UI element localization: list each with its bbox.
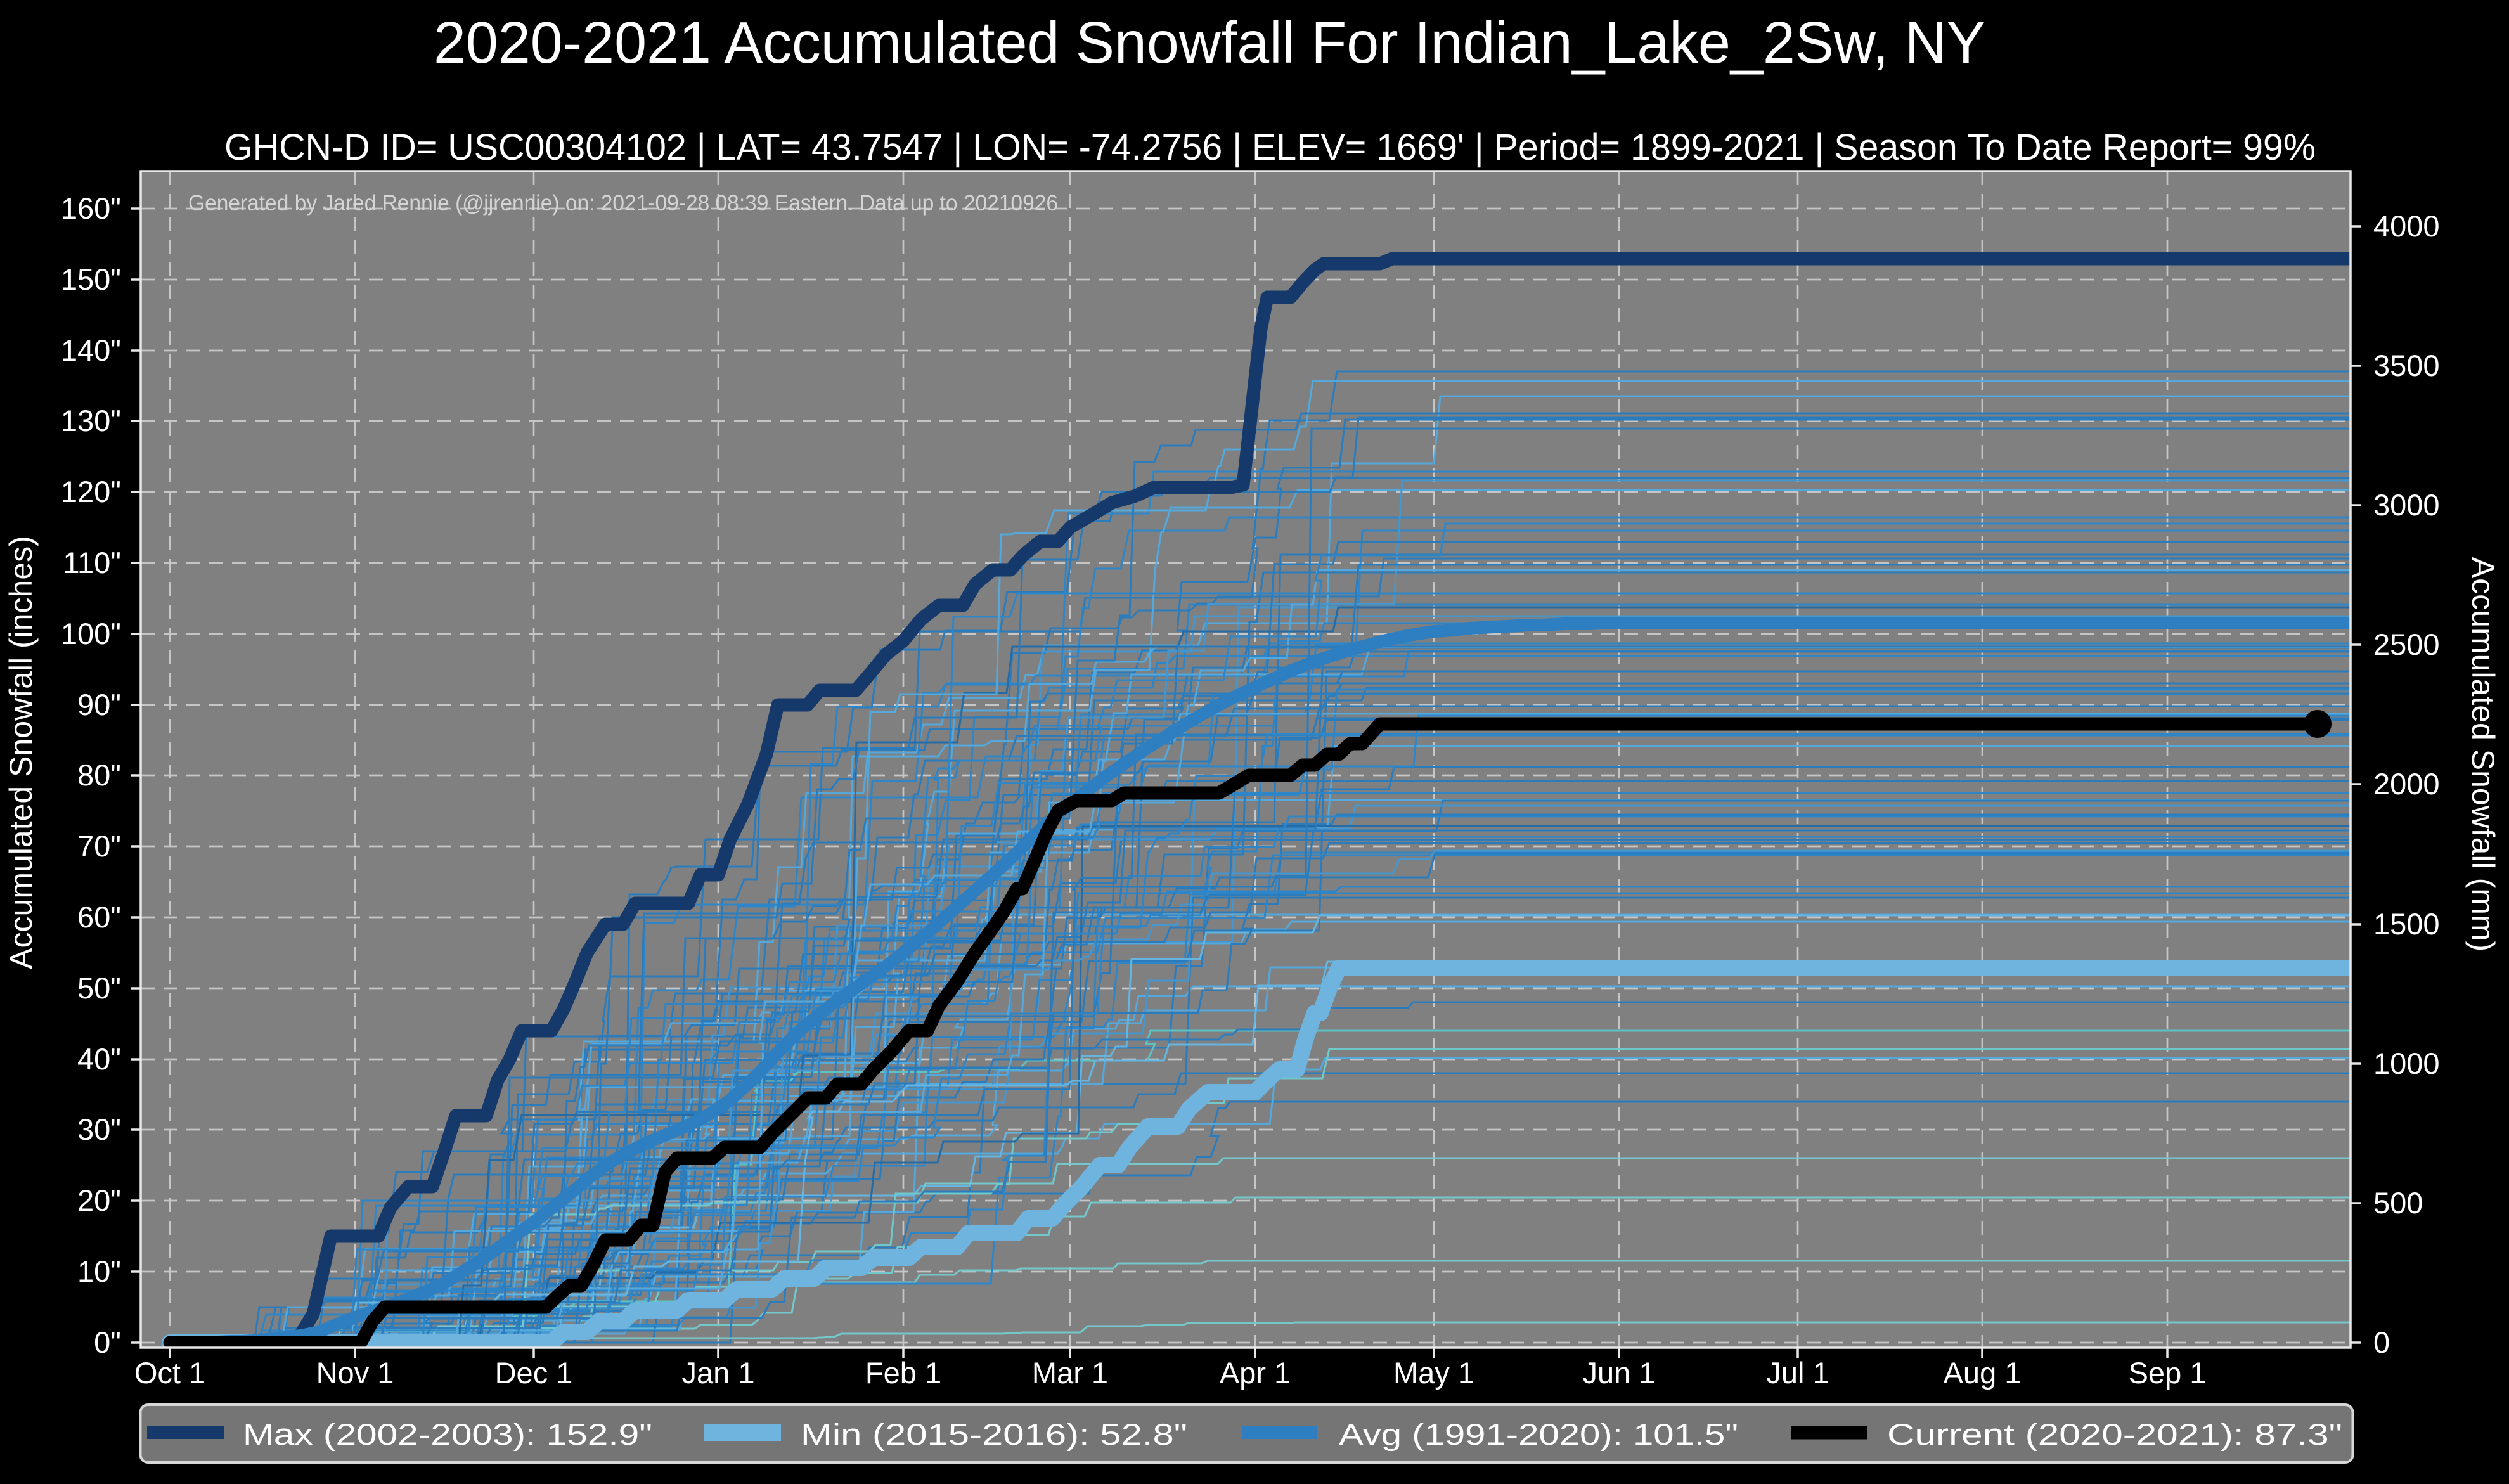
svg-text:120": 120" xyxy=(61,475,121,508)
svg-text:20": 20" xyxy=(77,1184,121,1217)
svg-text:GHCN-D ID= USC00304102 | LAT=: GHCN-D ID= USC00304102 | LAT= 43.7547 | … xyxy=(224,127,2316,168)
svg-text:40": 40" xyxy=(77,1042,121,1076)
svg-text:110": 110" xyxy=(63,546,121,579)
svg-text:Sep 1: Sep 1 xyxy=(2129,1356,2207,1390)
svg-text:50": 50" xyxy=(77,971,121,1005)
svg-text:Nov 1: Nov 1 xyxy=(316,1356,394,1390)
svg-text:130": 130" xyxy=(61,404,121,437)
svg-text:Aug 1: Aug 1 xyxy=(1944,1356,2022,1390)
svg-text:Apr 1: Apr 1 xyxy=(1220,1356,1291,1390)
svg-text:80": 80" xyxy=(77,758,121,792)
svg-text:Mar 1: Mar 1 xyxy=(1032,1356,1108,1390)
svg-text:Accumulated Snowfall (mm): Accumulated Snowfall (mm) xyxy=(2465,557,2501,952)
svg-text:May 1: May 1 xyxy=(1393,1356,1474,1390)
svg-text:Jul 1: Jul 1 xyxy=(1766,1356,1829,1390)
svg-text:Avg (1991-2020): 101.5": Avg (1991-2020): 101.5" xyxy=(1339,1417,1738,1451)
svg-text:30": 30" xyxy=(77,1113,121,1146)
svg-text:Jan 1: Jan 1 xyxy=(682,1356,755,1390)
svg-text:0": 0" xyxy=(94,1326,121,1359)
svg-text:500: 500 xyxy=(2373,1186,2423,1220)
svg-text:2020-2021 Accumulated Snowfall: 2020-2021 Accumulated Snowfall For India… xyxy=(434,10,1985,75)
svg-text:3000: 3000 xyxy=(2373,488,2440,522)
svg-text:Oct 1: Oct 1 xyxy=(134,1356,205,1390)
svg-text:Max (2002-2003): 152.9": Max (2002-2003): 152.9" xyxy=(243,1417,652,1451)
svg-text:4000: 4000 xyxy=(2373,209,2440,243)
svg-text:60": 60" xyxy=(77,900,121,934)
svg-text:Min (2015-2016): 52.8": Min (2015-2016): 52.8" xyxy=(801,1417,1187,1451)
svg-text:Feb 1: Feb 1 xyxy=(865,1356,941,1390)
svg-text:Accumulated Snowfall (inches): Accumulated Snowfall (inches) xyxy=(3,536,39,969)
svg-text:160": 160" xyxy=(61,191,121,225)
svg-text:2500: 2500 xyxy=(2373,628,2440,661)
svg-text:Dec 1: Dec 1 xyxy=(495,1356,573,1390)
svg-text:Jun 1: Jun 1 xyxy=(1583,1356,1656,1390)
svg-text:Generated by Jared Rennie (@jj: Generated by Jared Rennie (@jjrennie) on… xyxy=(188,191,1058,216)
svg-text:10": 10" xyxy=(77,1255,121,1288)
svg-text:150": 150" xyxy=(61,262,121,296)
svg-text:3500: 3500 xyxy=(2373,349,2440,382)
svg-text:1000: 1000 xyxy=(2373,1047,2440,1080)
svg-text:90": 90" xyxy=(77,688,121,721)
svg-text:Current (2020-2021): 87.3": Current (2020-2021): 87.3" xyxy=(1887,1417,2342,1451)
svg-text:0: 0 xyxy=(2373,1326,2390,1359)
svg-text:2000: 2000 xyxy=(2373,767,2440,801)
svg-text:70": 70" xyxy=(77,829,121,863)
svg-text:140": 140" xyxy=(61,333,121,367)
svg-text:1500: 1500 xyxy=(2373,907,2440,941)
svg-text:100": 100" xyxy=(61,617,121,650)
